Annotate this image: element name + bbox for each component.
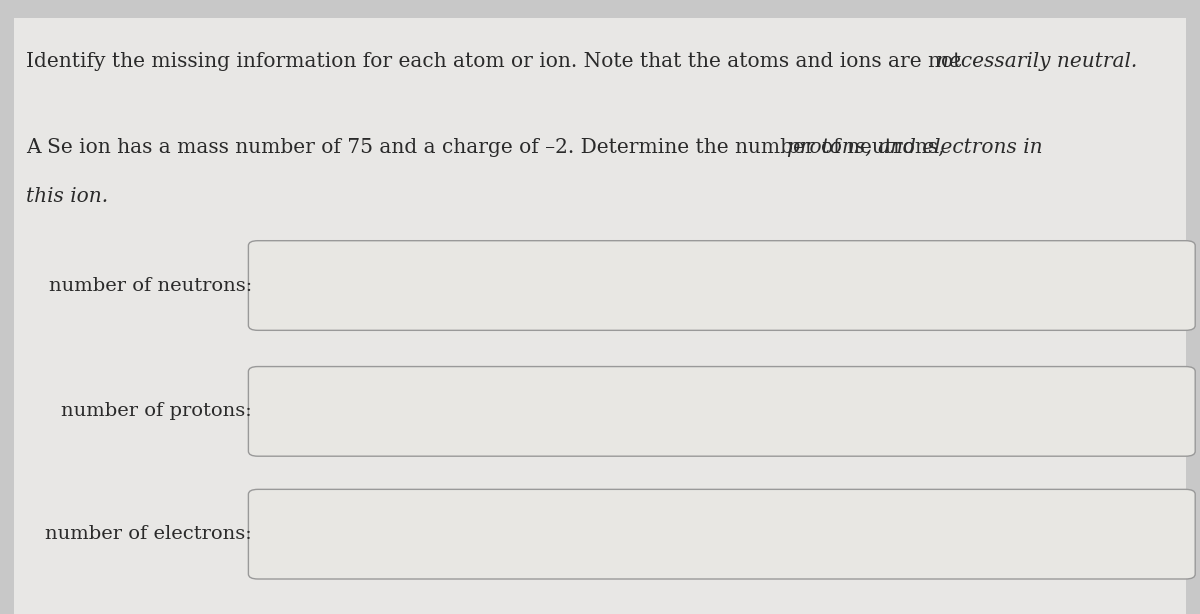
Text: number of protons:: number of protons: [61,402,252,421]
FancyBboxPatch shape [248,241,1195,330]
Text: number of neutrons:: number of neutrons: [49,276,252,295]
Text: A Se ion has a mass number of 75 and a charge of –2. Determine the number of neu: A Se ion has a mass number of 75 and a c… [26,138,952,157]
FancyBboxPatch shape [248,367,1195,456]
Text: necessarily neutral.: necessarily neutral. [936,52,1138,71]
Text: number of electrons:: number of electrons: [46,525,252,543]
FancyBboxPatch shape [248,489,1195,579]
Text: this ion.: this ion. [26,187,108,206]
Text: protons, and electrons in: protons, and electrons in [787,138,1043,157]
FancyBboxPatch shape [14,18,1186,614]
Text: Identify the missing information for each atom or ion. Note that the atoms and i: Identify the missing information for eac… [26,52,968,71]
